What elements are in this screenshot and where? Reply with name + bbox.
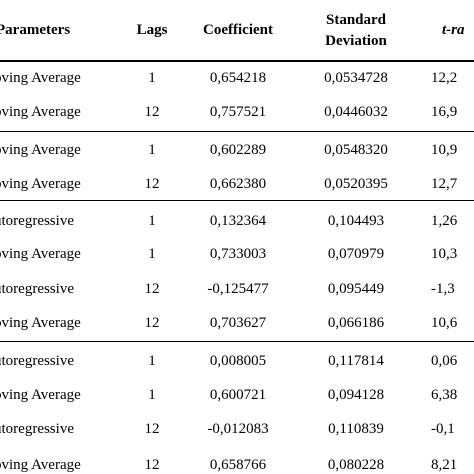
parameter-cell: utoregressive bbox=[0, 281, 74, 297]
t-ratio-cell: 10,3 bbox=[431, 246, 458, 262]
t-ratio-cell: 12,7 bbox=[431, 176, 458, 192]
sd-cell: 0,0520395 bbox=[324, 176, 388, 192]
header-lags: Lags bbox=[136, 22, 168, 38]
coefficient-cell: -0,012083 bbox=[207, 421, 269, 437]
sd-cell: 0,0534728 bbox=[324, 70, 388, 86]
lags-cell: 1 bbox=[148, 246, 156, 262]
sd-cell: 0,104493 bbox=[327, 213, 385, 229]
lags-cell: 1 bbox=[148, 70, 156, 86]
t-ratio-cell: 6,38 bbox=[431, 387, 458, 403]
header-coefficient: Coefficient bbox=[203, 22, 273, 38]
coefficient-cell: 0,662380 bbox=[209, 176, 267, 192]
lags-cell: 1 bbox=[148, 387, 156, 403]
header-sd-line1: Standard bbox=[325, 12, 387, 28]
header-sd-line2: Deviation bbox=[325, 33, 387, 49]
t-ratio-cell: 0,06 bbox=[431, 353, 458, 369]
sd-cell: 0,095449 bbox=[327, 281, 385, 297]
header-standard-deviation: Standard Deviation bbox=[296, 12, 416, 50]
lags-cell: 1 bbox=[148, 142, 156, 158]
t-ratio-cell: 10,6 bbox=[431, 315, 458, 331]
header-parameters: Parameters bbox=[0, 22, 71, 38]
t-ratio-cell: 10,9 bbox=[431, 142, 458, 158]
header-t-ratio: t-ra bbox=[442, 22, 465, 38]
parameter-cell: oving Average bbox=[0, 70, 81, 86]
coefficient-cell: 0,654218 bbox=[209, 70, 267, 86]
lags-cell: 12 bbox=[144, 421, 160, 437]
parameter-cell: oving Average bbox=[0, 176, 81, 192]
parameter-cell: oving Average bbox=[0, 246, 81, 262]
sd-cell: 0,110839 bbox=[328, 421, 384, 437]
lags-cell: 12 bbox=[144, 281, 160, 297]
sd-cell: 0,094128 bbox=[327, 387, 385, 403]
group-divider bbox=[0, 131, 474, 132]
lags-cell: 12 bbox=[144, 104, 160, 120]
sd-cell: 0,066186 bbox=[327, 315, 385, 331]
t-ratio-cell: 16,9 bbox=[431, 104, 458, 120]
coefficient-cell: 0,658766 bbox=[209, 457, 267, 473]
group-divider bbox=[0, 341, 474, 342]
coefficient-cell: 0,602289 bbox=[209, 142, 267, 158]
sd-cell: 0,0548320 bbox=[324, 142, 388, 158]
parameter-cell: utoregressive bbox=[0, 353, 74, 369]
parameter-cell: oving Average bbox=[0, 387, 81, 403]
parameter-cell: utoregressive bbox=[0, 421, 74, 437]
t-ratio-cell: -0,1 bbox=[431, 421, 455, 437]
sd-cell: 0,070979 bbox=[327, 246, 385, 262]
sd-cell: 0,0446032 bbox=[324, 104, 388, 120]
t-ratio-cell: -1,3 bbox=[431, 281, 455, 297]
parameter-cell: utoregressive bbox=[0, 213, 74, 229]
lags-cell: 12 bbox=[144, 315, 160, 331]
lags-cell: 1 bbox=[148, 213, 156, 229]
parameter-cell: oving Average bbox=[0, 457, 81, 473]
t-ratio-cell: 8,21 bbox=[431, 457, 458, 473]
coefficient-cell: 0,600721 bbox=[209, 387, 267, 403]
coefficient-cell: 0,008005 bbox=[209, 353, 267, 369]
coefficient-cell: 0,703627 bbox=[209, 315, 267, 331]
t-ratio-cell: 12,2 bbox=[431, 70, 458, 86]
parameter-cell: oving Average bbox=[0, 315, 81, 331]
coefficient-cell: 0,733003 bbox=[209, 246, 267, 262]
sd-cell: 0,117814 bbox=[328, 353, 384, 369]
lags-cell: 1 bbox=[148, 353, 156, 369]
parameter-cell: oving Average bbox=[0, 104, 81, 120]
sd-cell: 0,080228 bbox=[327, 457, 385, 473]
group-divider bbox=[0, 200, 474, 201]
lags-cell: 12 bbox=[144, 457, 160, 473]
parameter-cell: oving Average bbox=[0, 142, 81, 158]
coefficient-cell: -0,125477 bbox=[207, 281, 269, 297]
coefficient-cell: 0,132364 bbox=[209, 213, 267, 229]
lags-cell: 12 bbox=[144, 176, 160, 192]
t-ratio-cell: 1,26 bbox=[431, 213, 458, 229]
header-rule bbox=[0, 60, 474, 62]
coefficient-cell: 0,757521 bbox=[209, 104, 267, 120]
